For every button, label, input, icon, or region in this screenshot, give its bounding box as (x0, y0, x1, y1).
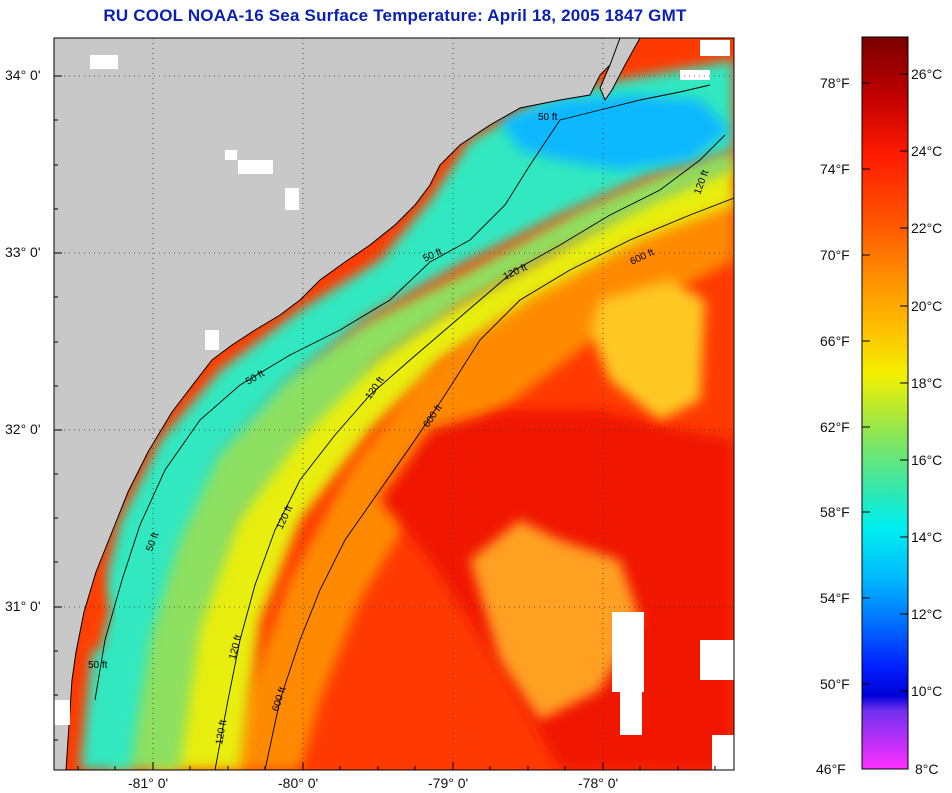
colorbar-f-label: 46°F (816, 761, 846, 777)
cloud-cover (54, 40, 734, 770)
colorbar-f-label: 50°F (820, 676, 850, 692)
colorbar-c-label: 22°C (911, 220, 943, 236)
map-title: RU COOL NOAA-16 Sea Surface Temperature:… (103, 6, 687, 25)
land-mass (54, 38, 621, 770)
sst-cool-bay (500, 95, 730, 170)
colorbar-c-label: 8°C (915, 761, 939, 777)
land-outer-banks (599, 38, 641, 102)
contour-label: 50 ft (538, 112, 558, 123)
lon-label-80: -80° 0' (278, 775, 319, 791)
colorbar-c-label: 26°C (911, 66, 943, 82)
colorbar (861, 36, 909, 770)
lon-label-78: -78° 0' (578, 775, 619, 791)
colorbar-c-label: 14°C (911, 529, 943, 545)
contour-label: 50 ft (88, 660, 108, 671)
colorbar-c-label: 12°C (911, 606, 943, 622)
lat-label-34: 34° 0' (5, 67, 41, 83)
sst-green-band (110, 150, 734, 770)
contour-50ft (94, 84, 711, 701)
bathymetry-contours (94, 84, 734, 770)
contour-600ft (264, 197, 734, 770)
lat-label-31: 31° 0' (5, 598, 41, 614)
lon-label-79: -79° 0' (428, 775, 469, 791)
map-ticks (54, 75, 716, 770)
sst-yellow-eddy (590, 280, 705, 420)
colorbar-f-label: 70°F (820, 247, 850, 263)
contour-120ft (214, 134, 726, 770)
lon-label-81: -81° 0' (128, 775, 169, 791)
colorbar-f-label: 58°F (820, 504, 850, 520)
sst-field (54, 38, 734, 770)
map-border (53, 37, 735, 771)
sst-warm-band (230, 195, 734, 770)
colorbar-c-label: 10°C (911, 683, 943, 699)
colorbar-c-label: 24°C (911, 143, 943, 159)
contour-label: 120 ft (214, 719, 229, 746)
colorbar-ticks (862, 73, 908, 692)
graticule (54, 38, 734, 770)
colorbar-f-label: 78°F (820, 75, 850, 91)
colorbar-f-label: 66°F (820, 333, 850, 349)
colorbar-c-label: 18°C (911, 375, 943, 391)
colorbar-f-label: 62°F (820, 419, 850, 435)
colorbar-f-label: 54°F (820, 590, 850, 606)
lat-label-32: 32° 0' (5, 421, 41, 437)
colorbar-c-label: 20°C (911, 298, 943, 314)
colorbar-f-label: 74°F (820, 161, 850, 177)
sst-orange-tongue (470, 520, 640, 720)
colorbar-c-label: 16°C (911, 452, 943, 468)
lat-label-33: 33° 0' (5, 244, 41, 260)
